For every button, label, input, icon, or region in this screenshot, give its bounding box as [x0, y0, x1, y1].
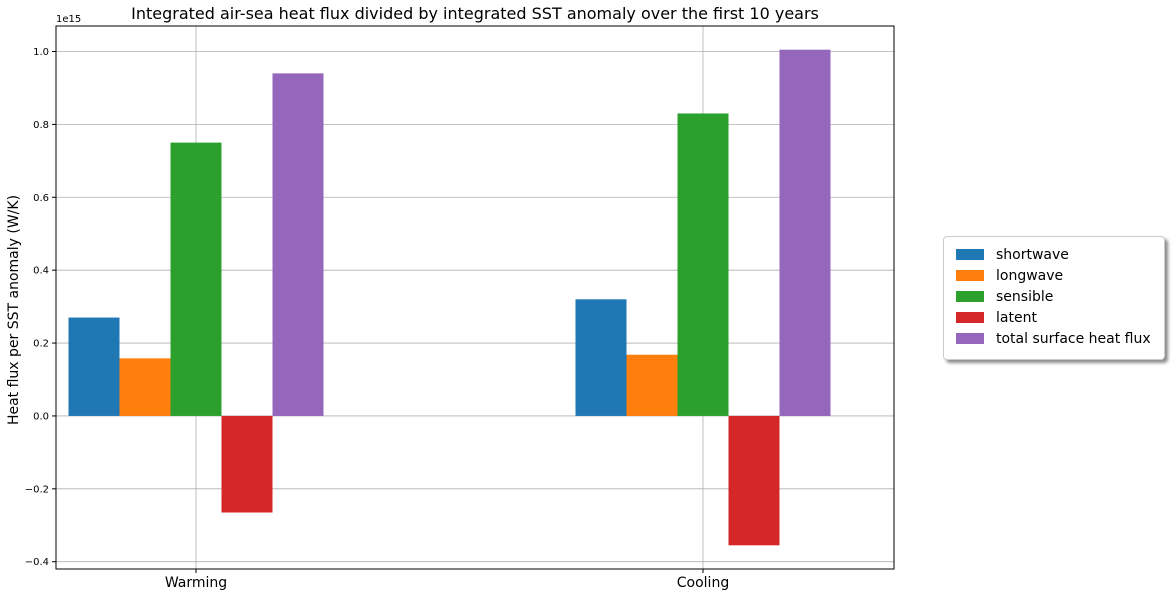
y-tick-label: 0.8 — [33, 120, 49, 131]
legend-item: latent — [956, 307, 1164, 328]
y-tick-label: 0.4 — [33, 266, 49, 277]
y-tick-label: 1.0 — [33, 47, 49, 58]
y-tick-label: −0.2 — [25, 484, 49, 495]
legend-item: sensible — [956, 286, 1164, 307]
x-tick-label: Warming — [165, 575, 227, 591]
y-tick-label: 0.0 — [33, 411, 49, 422]
legend-swatch — [956, 249, 984, 260]
legend-label: shortwave — [996, 246, 1069, 263]
bar-total-surface-heat-flux-warming — [272, 73, 324, 416]
y-axis-offset-text: 1e15 — [56, 14, 81, 25]
plot-frame — [55, 25, 895, 570]
bar-latent-warming — [221, 415, 273, 513]
bar-longwave-cooling — [626, 354, 678, 416]
x-tick-label: Cooling — [677, 575, 729, 591]
bar-shortwave-cooling — [575, 299, 627, 416]
y-tick-label: 0.6 — [33, 193, 49, 204]
y-tick-label: −0.4 — [25, 557, 49, 568]
legend: shortwave longwave sensible latent total sur… — [943, 236, 1165, 360]
legend-swatch — [956, 312, 984, 323]
y-axis-label: Heat flux per SST anomaly (W/K) — [6, 195, 22, 425]
legend-label: sensible — [996, 288, 1054, 305]
legend-swatch — [956, 270, 984, 281]
legend-label: longwave — [996, 267, 1064, 284]
bar-sensible-warming — [170, 142, 222, 416]
bar-total-surface-heat-flux-cooling — [779, 49, 831, 416]
y-tick-label: 0.2 — [33, 339, 49, 350]
legend-swatch — [956, 291, 984, 302]
bar-latent-cooling — [728, 415, 780, 546]
chart-title: Integrated air-sea heat flux divided by … — [131, 4, 819, 23]
legend-label: latent — [996, 309, 1037, 326]
legend-swatch — [956, 333, 984, 344]
bar-sensible-cooling — [677, 113, 729, 416]
legend-label: total surface heat flux — [996, 330, 1151, 347]
legend-item: longwave — [956, 265, 1164, 286]
legend-item: shortwave — [956, 244, 1164, 265]
bar-longwave-warming — [119, 358, 171, 416]
bar-shortwave-warming — [68, 317, 120, 416]
legend-item: total surface heat flux — [956, 328, 1164, 349]
